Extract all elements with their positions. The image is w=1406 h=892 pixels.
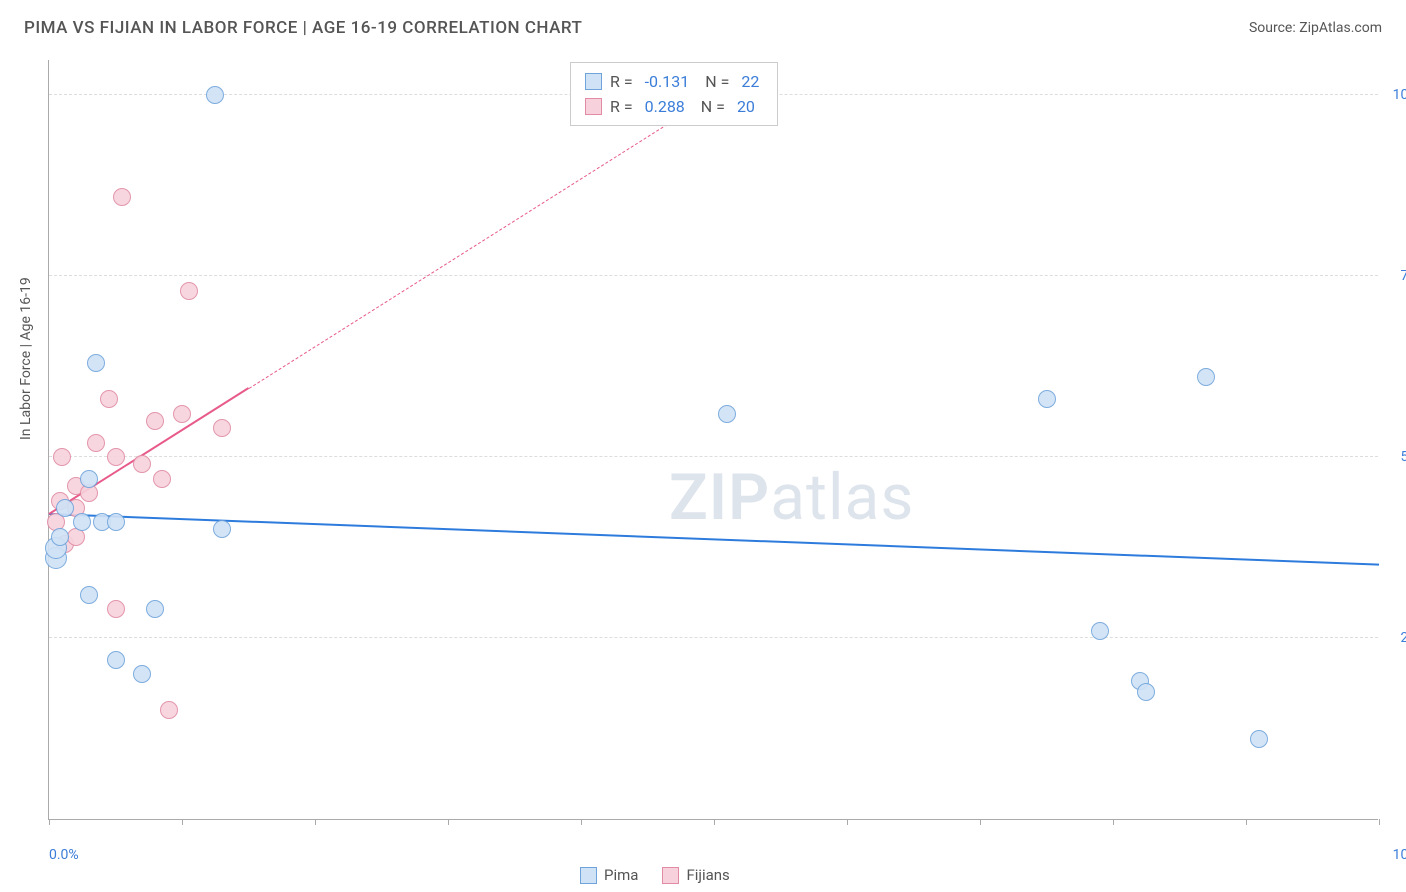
x-min-label: 0.0% (49, 847, 79, 863)
swatch-fijians-icon (662, 867, 679, 884)
data-point-fijians (113, 188, 131, 206)
data-point-pima (107, 651, 125, 669)
data-point-pima (206, 86, 224, 104)
gridline (49, 637, 1378, 638)
data-point-pima (80, 586, 98, 604)
x-tick (1246, 819, 1247, 825)
data-point-pima (56, 499, 74, 517)
x-max-label: 100.0% (1393, 847, 1406, 863)
data-point-pima (1091, 622, 1109, 640)
x-tick (1379, 819, 1380, 825)
data-point-fijians (153, 470, 171, 488)
data-point-pima (1197, 368, 1215, 386)
data-point-pima (1137, 683, 1155, 701)
stats-row-pima: R = -0.131 N = 22 (585, 69, 763, 94)
data-point-pima (51, 528, 69, 546)
legend-label-pima: Pima (604, 866, 638, 884)
data-point-fijians (53, 448, 71, 466)
trend-line (48, 387, 249, 515)
chart-title: PIMA VS FIJIAN IN LABOR FORCE | AGE 16-1… (24, 18, 582, 38)
gridline (49, 456, 1378, 457)
data-point-fijians (107, 600, 125, 618)
data-point-pima (1250, 730, 1268, 748)
data-point-pima (80, 470, 98, 488)
y-axis-label: In Labor Force | Age 16-19 (18, 277, 34, 440)
x-tick (581, 819, 582, 825)
data-point-pima (107, 513, 125, 531)
stats-row-fijians: R = 0.288 N = 20 (585, 94, 763, 119)
trend-line (49, 513, 1379, 566)
x-tick (182, 819, 183, 825)
legend-label-fijians: Fijians (686, 866, 729, 884)
data-point-pima (213, 520, 231, 538)
stats-legend-box: R = -0.131 N = 22 R = 0.288 N = 20 (570, 62, 778, 126)
chart-plot-area: ZIPatlas 0.0% 100.0% 25.0%50.0%75.0%100.… (48, 60, 1378, 820)
data-point-fijians (146, 412, 164, 430)
data-point-fijians (173, 405, 191, 423)
x-tick (847, 819, 848, 825)
data-point-pima (1038, 390, 1056, 408)
data-point-pima (87, 354, 105, 372)
data-point-pima (146, 600, 164, 618)
data-point-fijians (213, 419, 231, 437)
x-tick (980, 819, 981, 825)
watermark: ZIPatlas (669, 460, 914, 535)
swatch-fijians (585, 98, 602, 115)
gridline (49, 275, 1378, 276)
data-point-fijians (107, 448, 125, 466)
legend-item-fijians: Fijians (662, 866, 729, 884)
x-tick (714, 819, 715, 825)
data-point-fijians (133, 455, 151, 473)
data-point-pima (718, 405, 736, 423)
source-label: Source: ZipAtlas.com (1249, 20, 1382, 36)
x-tick (448, 819, 449, 825)
x-tick (49, 819, 50, 825)
data-point-fijians (87, 434, 105, 452)
data-point-pima (133, 665, 151, 683)
data-point-fijians (180, 282, 198, 300)
y-tick-label: 25.0% (1383, 630, 1406, 646)
swatch-pima-icon (580, 867, 597, 884)
data-point-pima (73, 513, 91, 531)
y-tick-label: 100.0% (1383, 87, 1406, 103)
legend-item-pima: Pima (580, 866, 638, 884)
x-tick (1113, 819, 1114, 825)
swatch-pima (585, 73, 602, 90)
x-tick (315, 819, 316, 825)
y-tick-label: 75.0% (1383, 268, 1406, 284)
data-point-fijians (160, 701, 178, 719)
data-point-fijians (100, 390, 118, 408)
trend-line (248, 94, 714, 389)
y-tick-label: 50.0% (1383, 449, 1406, 465)
bottom-legend: Pima Fijians (580, 866, 730, 884)
